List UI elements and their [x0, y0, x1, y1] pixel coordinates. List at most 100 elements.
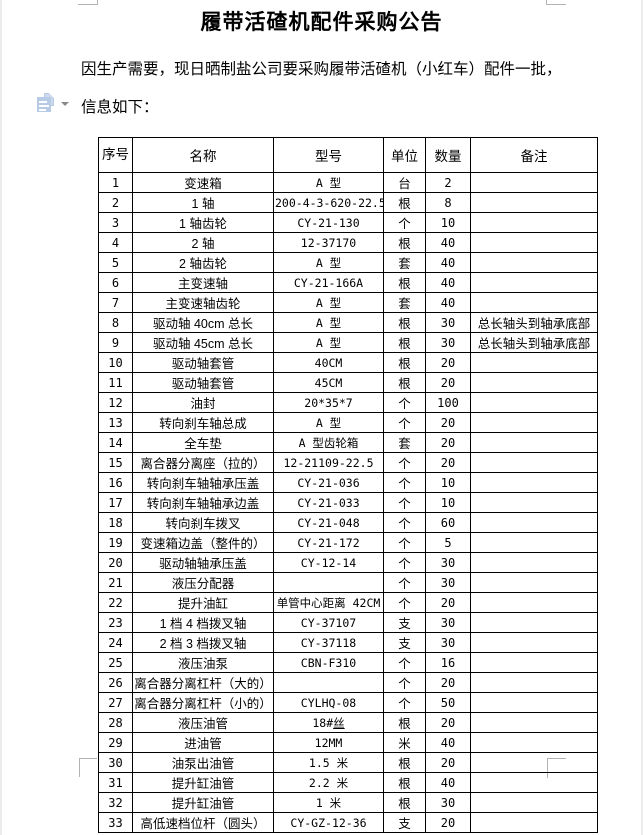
cell-qty: 5: [425, 532, 471, 553]
cell-remark: [470, 812, 598, 833]
cell-model: 40CM: [273, 352, 384, 373]
cell-no: 5: [98, 252, 133, 273]
cell-qty: 20: [425, 812, 471, 833]
page-edge-right: [641, 0, 643, 835]
cell-unit: 个: [383, 592, 426, 613]
table-row: 21 液压分配器 个 30: [98, 572, 598, 593]
cell-unit: 个: [383, 492, 426, 513]
cell-qty: 16: [425, 652, 471, 673]
table-row: 19 变速箱边盖（整件的） CY-21-172 个 5: [98, 532, 598, 553]
cell-unit: 根: [383, 372, 426, 393]
cell-name: 油泵出油管: [132, 752, 274, 773]
column-header: 单位: [383, 137, 426, 173]
table-row: 29 进油管 12MM 米 40: [98, 732, 598, 753]
cell-no: 32: [98, 792, 133, 813]
cell-remark: [470, 232, 598, 253]
cell-remark: [470, 772, 598, 793]
cell-name: 驱动轴套管: [132, 352, 274, 373]
cell-qty: 30: [425, 792, 471, 813]
table-row: 7 主变速轴齿轮 A 型套 40: [98, 292, 598, 313]
cell-remark: [470, 752, 598, 773]
cell-name: 1 轴齿轮: [132, 212, 274, 233]
dropdown-arrow-icon[interactable]: [61, 102, 69, 106]
cell-qty: 20: [425, 372, 471, 393]
column-header: 名称: [132, 137, 274, 173]
cell-no: 27: [98, 692, 133, 713]
table-row: 12 油封 20*35*7 个 100: [98, 392, 598, 413]
cell-no: 31: [98, 772, 133, 793]
cell-qty: 20: [425, 592, 471, 613]
page-edge-left: [0, 0, 2, 835]
cell-name: 转向刹车拨叉: [132, 512, 274, 533]
cell-qty: 40: [425, 772, 471, 793]
cell-model: 1 米: [273, 792, 384, 813]
cell-model: A 型齿轮箱: [273, 432, 384, 453]
cell-no: 23: [98, 612, 133, 633]
table-row: 8 驱动轴 40cm 总长 A 型根 30 总长轴头到轴承底部: [98, 312, 598, 333]
cell-no: 13: [98, 412, 133, 433]
cell-unit: 根: [383, 772, 426, 793]
cell-unit: 支: [383, 612, 426, 633]
cell-remark: [470, 592, 598, 613]
cell-unit: 个: [383, 472, 426, 493]
cell-no: 17: [98, 492, 133, 513]
margin-mark-bottom-left: [79, 758, 97, 777]
cell-qty: 8: [425, 192, 471, 213]
column-header: 序号: [98, 137, 133, 173]
cell-remark: [470, 372, 598, 393]
cell-unit: 个: [383, 572, 426, 593]
cell-model: A 型: [273, 332, 384, 353]
cell-remark: [470, 272, 598, 293]
cell-name: 驱动轴 45cm 总长: [132, 332, 274, 353]
cell-model: 单管中心距离 42CM: [273, 592, 384, 613]
cell-model: CBN-F310: [273, 652, 384, 673]
cell-name: 高低速档位杆（圆头）: [132, 812, 274, 833]
cell-no: 16: [98, 472, 133, 493]
cell-name: 液压油泵: [132, 652, 274, 673]
paste-options-button[interactable]: [34, 92, 72, 116]
cell-name: 提升缸油管: [132, 772, 274, 793]
cell-remark: [470, 532, 598, 553]
cell-model: 2.2 米: [273, 772, 384, 793]
cell-no: 3: [98, 212, 133, 233]
cell-qty: 30: [425, 572, 471, 593]
table-row: 17 转向刹车轴轴承边盖 CY-21-033 个 10: [98, 492, 598, 513]
cell-qty: 30: [425, 312, 471, 333]
cell-no: 24: [98, 632, 133, 653]
cell-qty: 10: [425, 472, 471, 493]
cell-model: 20*35*7: [273, 392, 384, 413]
cell-no: 12: [98, 392, 133, 413]
cell-model: CYLHQ-08: [273, 692, 384, 713]
cell-model: A 型: [273, 252, 384, 273]
cell-remark: 总长轴头到轴承底部: [470, 332, 598, 353]
cell-qty: 10: [425, 212, 471, 233]
cell-remark: [470, 692, 598, 713]
cell-name: 离合器分离杠杆（大的）: [132, 672, 274, 693]
cell-unit: 根: [383, 192, 426, 213]
cell-name: 1 档 4 档拨叉轴: [132, 612, 274, 633]
cell-qty: 20: [425, 712, 471, 733]
cell-unit: 根: [383, 352, 426, 373]
cell-unit: 个: [383, 692, 426, 713]
cell-name: 液压油管: [132, 712, 274, 733]
table-row: 27 离合器分离杠杆（小的） CYLHQ-08 个 50: [98, 692, 598, 713]
cell-qty: 2: [425, 172, 471, 193]
cell-remark: [470, 712, 598, 733]
column-header: 数量: [425, 137, 471, 173]
cell-name: 转向刹车轴总成: [132, 412, 274, 433]
cell-qty: 20: [425, 452, 471, 473]
cell-no: 10: [98, 352, 133, 373]
table-row: 24 2 档 3 档拨叉轴 CY-37118 支 30: [98, 632, 598, 653]
cell-unit: 个: [383, 532, 426, 553]
cell-unit: 套: [383, 292, 426, 313]
cell-model: CY-21-166A: [273, 272, 384, 293]
cell-unit: 支: [383, 632, 426, 653]
cell-model: A 型: [273, 172, 384, 193]
cell-unit: 个: [383, 672, 426, 693]
cell-model: CY-21-036: [273, 472, 384, 493]
cell-remark: [470, 352, 598, 373]
cell-remark: [470, 652, 598, 673]
